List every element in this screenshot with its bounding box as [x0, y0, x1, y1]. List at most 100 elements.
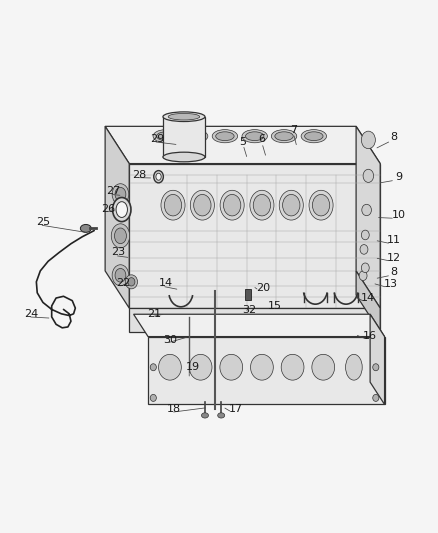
- Ellipse shape: [212, 130, 238, 143]
- Ellipse shape: [361, 131, 375, 149]
- Text: 30: 30: [163, 335, 177, 345]
- Text: 9: 9: [395, 172, 402, 182]
- Text: 20: 20: [256, 282, 270, 293]
- Ellipse shape: [362, 204, 371, 216]
- Ellipse shape: [312, 354, 335, 380]
- Ellipse shape: [114, 228, 127, 244]
- Ellipse shape: [191, 190, 215, 220]
- Ellipse shape: [218, 413, 225, 418]
- Ellipse shape: [125, 275, 138, 289]
- Ellipse shape: [309, 190, 333, 220]
- Text: 8: 8: [391, 266, 398, 277]
- Polygon shape: [134, 314, 385, 336]
- Ellipse shape: [363, 169, 374, 182]
- Ellipse shape: [251, 354, 273, 380]
- Text: 18: 18: [167, 404, 181, 414]
- Text: 26: 26: [102, 204, 116, 214]
- Text: 14: 14: [361, 293, 375, 303]
- Ellipse shape: [305, 132, 323, 141]
- Ellipse shape: [168, 114, 200, 120]
- Ellipse shape: [150, 394, 156, 401]
- Ellipse shape: [361, 263, 369, 273]
- Text: 29: 29: [150, 134, 164, 143]
- Ellipse shape: [154, 171, 163, 183]
- Ellipse shape: [186, 132, 204, 141]
- Ellipse shape: [189, 354, 212, 380]
- Polygon shape: [356, 271, 380, 332]
- Ellipse shape: [373, 364, 379, 371]
- Ellipse shape: [163, 152, 205, 162]
- Ellipse shape: [164, 195, 182, 216]
- Ellipse shape: [161, 190, 185, 220]
- Text: 7: 7: [290, 125, 297, 135]
- Polygon shape: [356, 126, 380, 308]
- Ellipse shape: [346, 354, 362, 380]
- Ellipse shape: [156, 173, 161, 180]
- Polygon shape: [370, 314, 385, 405]
- Text: 23: 23: [111, 247, 125, 257]
- Ellipse shape: [201, 413, 208, 418]
- Polygon shape: [105, 126, 380, 164]
- Ellipse shape: [360, 245, 368, 254]
- Ellipse shape: [245, 132, 264, 141]
- Text: 14: 14: [159, 278, 173, 288]
- Ellipse shape: [220, 354, 243, 380]
- Ellipse shape: [150, 364, 156, 371]
- Ellipse shape: [373, 394, 379, 401]
- Polygon shape: [129, 164, 380, 308]
- Text: 19: 19: [186, 362, 200, 372]
- Ellipse shape: [128, 278, 135, 286]
- Ellipse shape: [279, 190, 304, 220]
- Ellipse shape: [157, 132, 175, 141]
- Ellipse shape: [361, 230, 369, 240]
- FancyBboxPatch shape: [245, 289, 251, 300]
- Ellipse shape: [113, 198, 131, 222]
- Text: 16: 16: [363, 330, 377, 341]
- Ellipse shape: [250, 190, 274, 220]
- Ellipse shape: [115, 188, 126, 201]
- Text: 27: 27: [106, 186, 120, 196]
- Text: 24: 24: [25, 309, 39, 319]
- Ellipse shape: [182, 130, 208, 143]
- Ellipse shape: [115, 269, 126, 282]
- Text: 28: 28: [132, 169, 146, 180]
- Ellipse shape: [111, 224, 130, 248]
- Ellipse shape: [194, 195, 211, 216]
- Polygon shape: [163, 117, 205, 157]
- Ellipse shape: [159, 354, 181, 380]
- Text: 22: 22: [117, 278, 131, 288]
- Polygon shape: [105, 126, 129, 308]
- Text: 21: 21: [147, 309, 161, 319]
- Text: 6: 6: [258, 134, 265, 144]
- Text: 25: 25: [36, 217, 50, 227]
- Ellipse shape: [271, 130, 297, 143]
- Text: 32: 32: [243, 305, 257, 316]
- Ellipse shape: [116, 201, 127, 217]
- Ellipse shape: [223, 195, 241, 216]
- Ellipse shape: [81, 224, 91, 232]
- Text: 10: 10: [392, 210, 406, 220]
- Text: 8: 8: [391, 132, 398, 142]
- Ellipse shape: [283, 195, 300, 216]
- Text: 13: 13: [384, 279, 398, 289]
- Ellipse shape: [275, 132, 293, 141]
- Ellipse shape: [112, 265, 129, 286]
- Polygon shape: [129, 308, 380, 332]
- Ellipse shape: [216, 132, 234, 141]
- Text: 11: 11: [387, 235, 401, 245]
- Text: 12: 12: [387, 253, 401, 263]
- Ellipse shape: [359, 271, 367, 280]
- Ellipse shape: [153, 130, 179, 143]
- Text: 17: 17: [229, 404, 243, 414]
- Ellipse shape: [253, 195, 271, 216]
- Ellipse shape: [242, 130, 267, 143]
- Ellipse shape: [312, 195, 330, 216]
- Ellipse shape: [220, 190, 244, 220]
- Text: 15: 15: [268, 301, 282, 311]
- Ellipse shape: [281, 354, 304, 380]
- Ellipse shape: [301, 130, 326, 143]
- Ellipse shape: [163, 112, 205, 122]
- Ellipse shape: [112, 184, 129, 205]
- Polygon shape: [148, 336, 385, 405]
- Text: 5: 5: [240, 136, 247, 147]
